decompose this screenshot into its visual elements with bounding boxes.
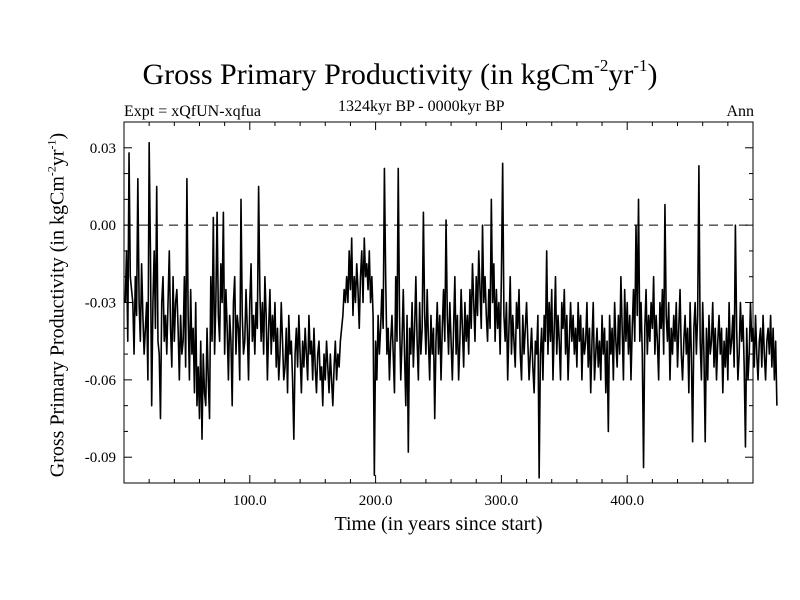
x-axis-label: Time (in years since start) bbox=[334, 513, 543, 535]
season-label: Ann bbox=[726, 103, 754, 120]
chart-title: Gross Primary Productivity (in kgCm-2yr-… bbox=[0, 56, 800, 92]
x-tick-label: 200.0 bbox=[359, 493, 393, 509]
chart-title-sup2: -1 bbox=[633, 56, 648, 75]
y-tick-label: -0.03 bbox=[85, 296, 116, 312]
y-tick-label: -0.09 bbox=[85, 450, 116, 466]
y-tick-label: 0.00 bbox=[90, 218, 116, 234]
series-line-gpp bbox=[124, 141, 778, 479]
plot-frame bbox=[123, 121, 754, 484]
x-tick-label: 300.0 bbox=[485, 493, 519, 509]
chart-title-sup1: -2 bbox=[594, 56, 609, 75]
chart-title-close: ) bbox=[647, 58, 658, 91]
chart-title-unit: yr bbox=[608, 58, 634, 91]
y-tick-label: -0.06 bbox=[85, 373, 117, 389]
x-tick-label: 400.0 bbox=[610, 493, 644, 509]
period-label: 1324kyr BP - 0000kyr BP bbox=[338, 98, 505, 115]
x-tick-label: 100.0 bbox=[233, 493, 267, 509]
experiment-label: Expt = xQfUN-xqfua bbox=[124, 103, 261, 120]
chart-title-text: Gross Primary Productivity (in kgCm bbox=[142, 58, 595, 91]
y-tick-label: 0.03 bbox=[90, 141, 116, 157]
